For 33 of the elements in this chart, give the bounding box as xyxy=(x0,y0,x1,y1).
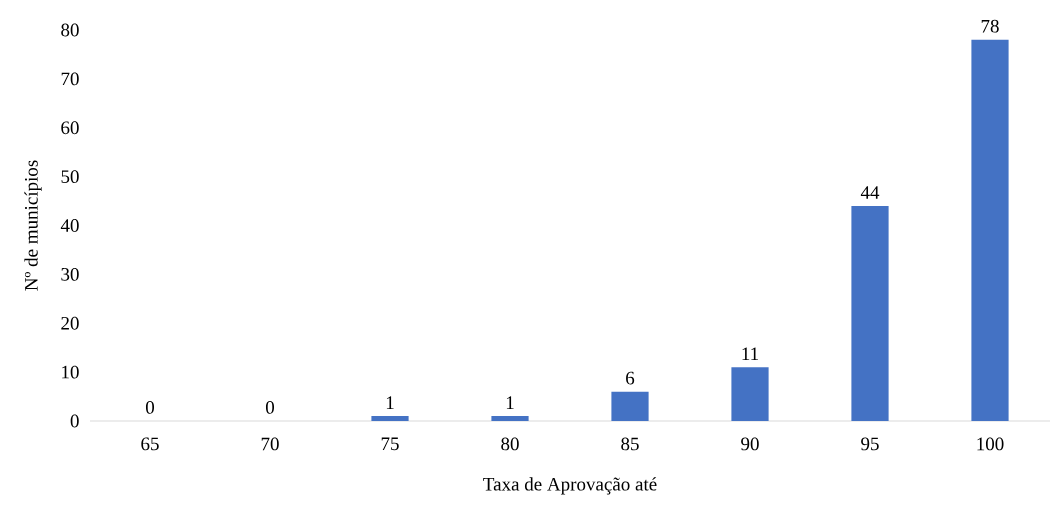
bar xyxy=(371,416,409,421)
y-tick-label: 30 xyxy=(61,267,79,281)
data-label: 78 xyxy=(981,19,999,33)
y-tick-label: 0 xyxy=(70,414,79,428)
y-tick-label: 10 xyxy=(62,365,79,379)
x-tick-label: 100 xyxy=(977,437,1004,451)
x-tick-label: 85 xyxy=(621,437,639,451)
y-tick-label: 70 xyxy=(61,72,79,86)
data-label: 6 xyxy=(626,371,635,385)
data-label: 1 xyxy=(386,396,394,409)
data-label: 11 xyxy=(742,347,759,361)
x-tick-label: 95 xyxy=(861,437,879,451)
x-tick-label: 80 xyxy=(501,437,519,451)
bar xyxy=(851,205,889,421)
y-tick-label: 50 xyxy=(61,170,79,184)
y-tick-label: 20 xyxy=(61,316,79,330)
x-tick-label: 70 xyxy=(261,437,279,451)
y-tick-label: 80 xyxy=(61,23,79,37)
y-tick-label: 60 xyxy=(61,121,79,135)
data-label: 1 xyxy=(506,396,514,409)
y-axis-title: Nº de municípios xyxy=(24,160,42,291)
bar xyxy=(611,391,649,421)
y-tick-label: 40 xyxy=(60,219,79,232)
bar xyxy=(731,367,769,421)
data-label: 0 xyxy=(265,400,275,414)
bar xyxy=(491,416,529,421)
x-tick-label: 90 xyxy=(741,437,759,451)
bar xyxy=(971,39,1009,421)
x-tick-label: 65 xyxy=(141,437,159,451)
x-axis-title: Taxa de Aprovação até xyxy=(483,477,657,495)
x-tick-label: 75 xyxy=(381,437,399,451)
data-label: 0 xyxy=(145,400,155,414)
data-label: 44 xyxy=(860,186,880,199)
